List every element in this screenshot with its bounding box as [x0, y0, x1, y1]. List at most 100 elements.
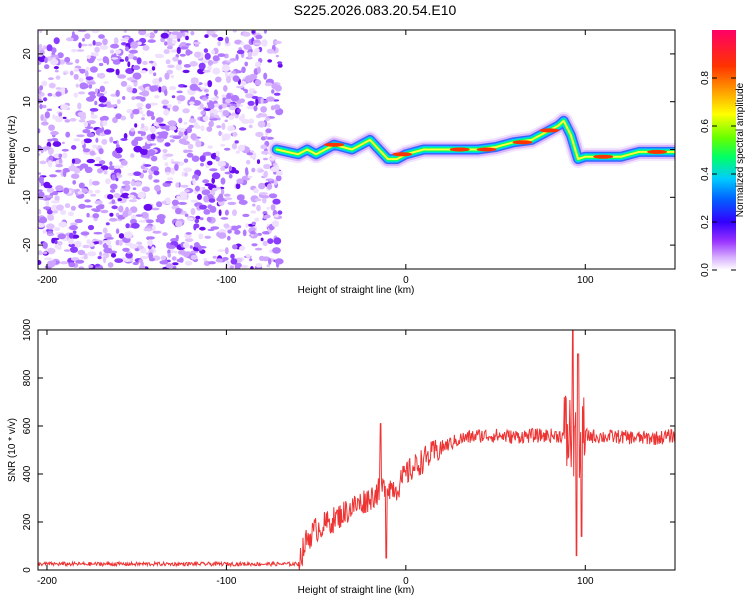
- noise-blob: [206, 99, 210, 103]
- noise-blob: [230, 253, 235, 259]
- noise-blob: [130, 206, 138, 214]
- noise-blob: [273, 104, 281, 110]
- noise-blob: [141, 186, 150, 192]
- noise-blob: [177, 59, 182, 65]
- noise-blob: [164, 41, 168, 46]
- noise-blob: [224, 209, 229, 216]
- noise-blob: [257, 120, 266, 128]
- noise-blob: [47, 138, 53, 142]
- noise-blob: [273, 237, 282, 245]
- noise-blob: [48, 82, 56, 89]
- noise-blob: [39, 30, 43, 34]
- noise-blob: [149, 125, 156, 134]
- noise-blob: [129, 243, 138, 249]
- noise-blob: [272, 247, 281, 254]
- noise-blob: [102, 120, 108, 126]
- noise-blob: [71, 48, 77, 53]
- noise-blob: [183, 85, 188, 88]
- noise-blob: [61, 141, 65, 145]
- noise-blob: [94, 100, 98, 106]
- noise-blob: [175, 234, 179, 241]
- noise-blob: [118, 233, 125, 239]
- noise-blob: [226, 75, 231, 84]
- noise-blob: [132, 187, 137, 190]
- noise-blob: [143, 203, 153, 211]
- noise-blob: [42, 229, 47, 234]
- colorbar-tick-label: 0.2: [700, 215, 711, 229]
- noise-blob: [188, 118, 197, 123]
- noise-blob: [103, 81, 109, 84]
- noise-blob: [55, 163, 63, 168]
- noise-blob: [255, 114, 262, 119]
- noise-blob: [40, 114, 44, 121]
- noise-blob: [154, 94, 160, 99]
- noise-blob: [50, 131, 59, 136]
- noise-blob: [46, 187, 55, 193]
- noise-blob: [38, 176, 44, 183]
- noise-blob: [178, 201, 187, 205]
- noise-blob: [178, 130, 184, 138]
- noise-blob: [99, 45, 109, 50]
- noise-blob: [119, 164, 124, 169]
- noise-blob: [85, 70, 89, 78]
- noise-blob: [160, 32, 169, 39]
- x-tick-label: 0: [403, 275, 409, 286]
- noise-blob: [121, 192, 130, 199]
- noise-blob: [183, 158, 189, 163]
- noise-blob: [179, 195, 187, 201]
- y-tick-label: 1000: [22, 318, 33, 341]
- noise-blob: [235, 183, 241, 190]
- noise-blob: [170, 74, 174, 79]
- noise-blob: [82, 37, 85, 42]
- noise-blob: [108, 250, 118, 254]
- noise-blob: [251, 95, 259, 100]
- noise-blob: [115, 89, 120, 97]
- noise-blob: [118, 239, 123, 246]
- noise-blob: [108, 217, 118, 222]
- noise-blob: [94, 200, 103, 205]
- noise-blob: [100, 209, 109, 214]
- noise-blob: [65, 62, 73, 65]
- noise-blob: [133, 145, 143, 153]
- noise-blob: [123, 133, 128, 139]
- noise-blob: [98, 34, 105, 39]
- noise-blob: [134, 181, 142, 187]
- noise-blob: [47, 160, 53, 168]
- noise-blob: [98, 62, 104, 67]
- noise-blob: [210, 30, 215, 33]
- noise-blob: [91, 180, 100, 186]
- noise-blob: [186, 126, 193, 134]
- noise-blob: [137, 130, 142, 134]
- noise-blob: [72, 180, 77, 185]
- noise-blob: [200, 110, 206, 115]
- noise-blob: [130, 112, 134, 120]
- noise-blob: [190, 31, 195, 36]
- noise-blob: [202, 179, 210, 184]
- noise-blob: [146, 110, 152, 117]
- noise-blob: [55, 185, 64, 192]
- noise-blob: [86, 66, 90, 71]
- noise-blob: [38, 152, 41, 157]
- noise-blob: [124, 231, 133, 239]
- noise-blob: [191, 155, 200, 162]
- noise-blob: [89, 242, 95, 247]
- noise-blob: [220, 217, 229, 220]
- noise-blob: [83, 121, 89, 128]
- noise-blob: [270, 166, 280, 173]
- colorbar-tick-label: 0.4: [700, 167, 711, 181]
- noise-blob: [93, 231, 103, 235]
- noise-blob: [175, 182, 180, 188]
- noise-blob: [195, 215, 201, 220]
- noise-blob: [252, 203, 256, 207]
- noise-blob: [253, 90, 257, 94]
- noise-blob: [235, 70, 242, 74]
- noise-blob: [152, 230, 161, 234]
- noise-blob: [202, 115, 209, 122]
- noise-blob: [206, 216, 212, 222]
- noise-blob: [171, 256, 177, 261]
- noise-blob: [197, 193, 202, 200]
- noise-blob: [207, 80, 213, 88]
- noise-blob: [69, 118, 77, 122]
- noise-blob: [276, 262, 280, 268]
- noise-blob: [164, 89, 168, 96]
